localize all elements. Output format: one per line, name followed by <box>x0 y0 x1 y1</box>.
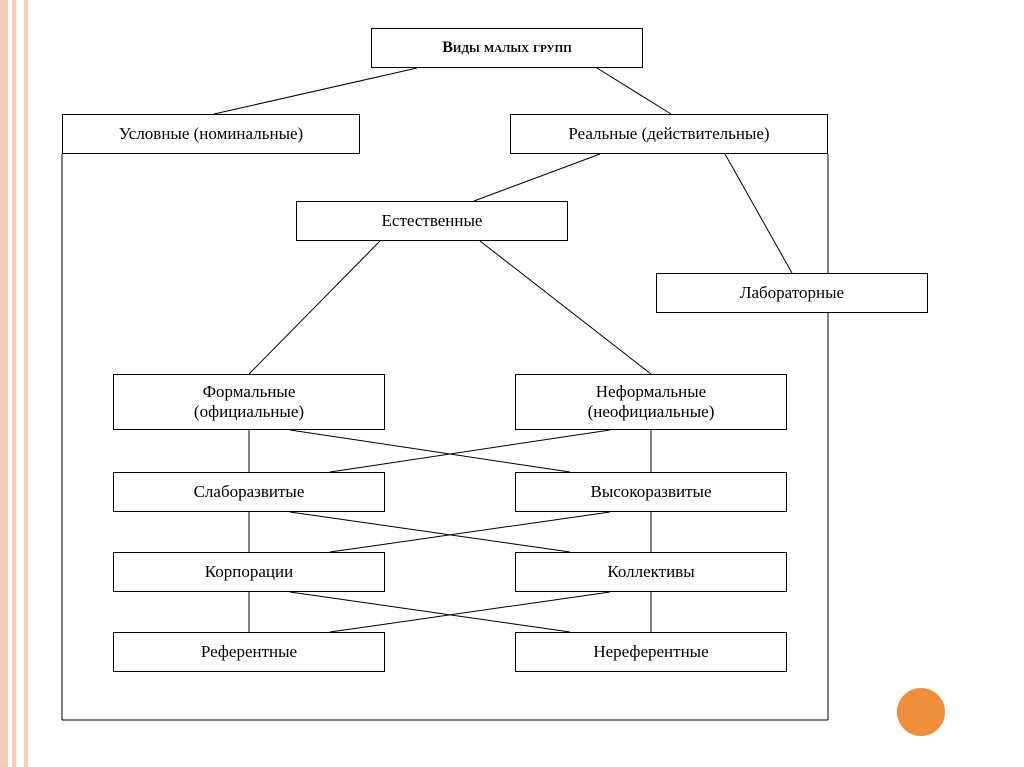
node-ref: Референтные <box>113 632 385 672</box>
node-natural: Естественные <box>296 201 568 241</box>
node-lab: Лабораторные <box>656 273 928 313</box>
node-under: Слаборазвитые <box>113 472 385 512</box>
stripe-1 <box>0 0 8 767</box>
slide-page: Виды малых групп Условные (номинальные) Ре… <box>0 0 1024 767</box>
stripe-3 <box>24 0 28 767</box>
node-conditional: Условные (номинальные) <box>62 114 360 154</box>
stripe-2 <box>12 0 16 767</box>
node-formal: Формальные (официальные) <box>113 374 385 430</box>
node-corp: Корпорации <box>113 552 385 592</box>
node-collect: Коллективы <box>515 552 787 592</box>
node-informal: Неформальные (неофициальные) <box>515 374 787 430</box>
node-nonref: Нереферентные <box>515 632 787 672</box>
node-real: Реальные (действительные) <box>510 114 828 154</box>
node-root: Виды малых групп <box>371 28 643 68</box>
node-highly: Высокоразвитые <box>515 472 787 512</box>
accent-dot <box>894 685 948 739</box>
